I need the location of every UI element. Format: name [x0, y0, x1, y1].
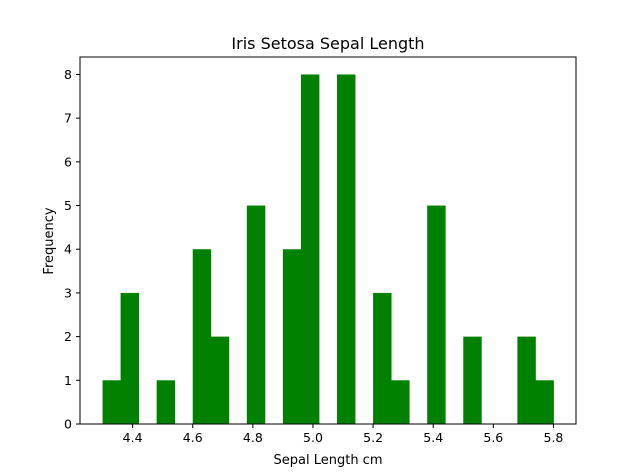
histogram-bar	[535, 380, 554, 424]
histogram-bar	[102, 380, 121, 424]
x-axis-ticks: 4.4 4.6 4.8 5.0 5.2 5.4 5.6 5.8	[123, 424, 564, 445]
histogram-bar	[120, 292, 140, 424]
y-tick-label: 5	[64, 198, 72, 213]
x-axis-label: Sepal Length cm	[274, 453, 383, 468]
histogram-bar	[517, 336, 536, 424]
y-axis-ticks: 0 1 2 3 4 5 6 7 8	[64, 67, 80, 432]
y-tick-label: 0	[64, 417, 72, 432]
x-tick-label: 5.8	[544, 430, 564, 445]
x-tick-label: 5.4	[423, 430, 443, 445]
histogram-bar	[192, 249, 212, 424]
x-tick-label: 5.6	[483, 430, 503, 445]
histogram-bar	[427, 205, 446, 424]
histogram-bar	[373, 292, 392, 424]
histogram-bar	[246, 205, 266, 424]
histogram-bar	[210, 336, 230, 424]
histogram-bar	[391, 380, 410, 424]
histogram-bar	[337, 74, 356, 424]
x-tick-label: 5.2	[363, 430, 383, 445]
x-tick-label: 4.4	[123, 430, 143, 445]
y-axis-label: Frequency	[42, 207, 57, 274]
chart-title: Iris Setosa Sepal Length	[231, 34, 424, 53]
x-tick-label: 4.8	[243, 430, 263, 445]
y-tick-label: 7	[64, 111, 72, 126]
y-tick-label: 4	[64, 242, 72, 257]
histogram-bar	[463, 336, 482, 424]
y-tick-label: 1	[64, 373, 72, 388]
y-tick-label: 2	[64, 329, 72, 344]
y-tick-label: 6	[64, 154, 72, 169]
bars-group	[102, 74, 554, 424]
y-tick-label: 3	[64, 285, 72, 300]
plot-frame	[79, 56, 577, 425]
y-tick-label: 8	[64, 67, 72, 82]
histogram-bar	[282, 249, 302, 424]
x-tick-label: 4.6	[183, 430, 203, 445]
histogram-bar	[156, 380, 176, 424]
histogram-bar	[300, 74, 320, 424]
x-tick-label: 5.0	[303, 430, 323, 445]
